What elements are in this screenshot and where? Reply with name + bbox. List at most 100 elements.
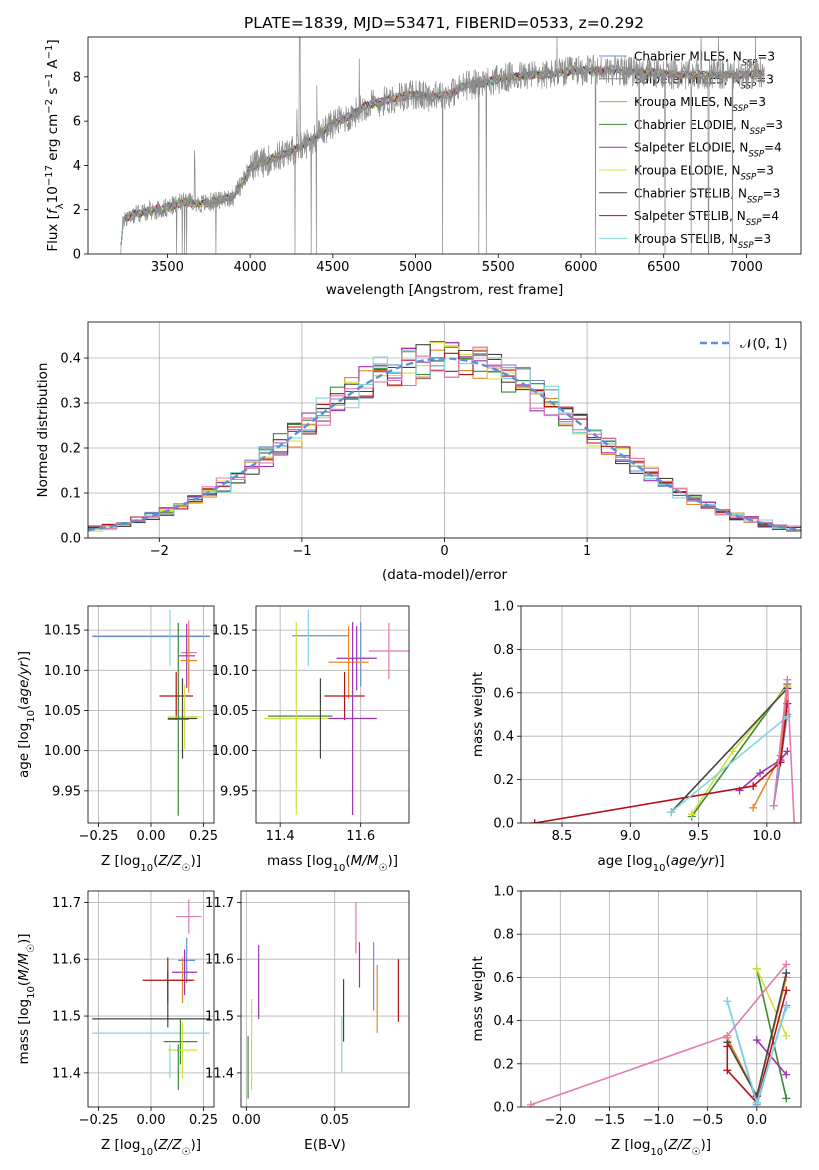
y-tick-label: 0.1 [60,487,81,502]
axis-label-part: M/M [16,953,32,981]
weight-line [670,716,788,813]
legend-label-sub: SSP [741,81,757,91]
x-tick-label: −0.25 [79,829,119,844]
x-tick-label: −1 [292,544,311,559]
y-tick-label: 11.6 [52,953,81,968]
legend-label-sub: SSP [746,218,762,228]
y-tick-label: 11.7 [205,896,234,911]
legend-label-sub: SSP [733,104,749,114]
y-tick-label: 0.4 [493,730,514,745]
legend-label: Salpeter STELIB, NSSP=4 [634,209,779,228]
axis-label-part: )] [16,651,32,662]
y-tick-label: 0.0 [60,532,81,547]
axis-label-part: age/yr [16,660,32,705]
axis-label-part: ( [153,853,158,869]
y-tick-label: 10.15 [212,624,249,639]
axis-label-part: Flux [ [45,214,61,252]
legend-label-text: Chabrier MILES, N [634,50,742,64]
x-tick-label: 11.4 [266,829,295,844]
axis-label-part: ( [663,1137,668,1153]
panel-weight-vs-age: 8.5 9.0 9.5 10.0 0.0 0.2 0.4 0.6 0.8 1.0 [493,600,802,844]
histogram-step [88,346,801,530]
legend-label-text: Kroupa STELIB, N [634,232,738,246]
y-tick-label: 0.6 [493,686,514,701]
weight-marker [723,997,732,1006]
x-tick-label: −1.0 [643,1113,675,1128]
x-tick-label: 0 [440,544,448,559]
weight-line [534,703,789,823]
legend-label: Kroupa ELODIE, NSSP=3 [634,164,774,183]
x-tick-label: 10.0 [752,829,781,844]
axis-label: mass weight [470,956,486,1041]
axis-label-part: A [45,59,61,73]
x-tick-label: 6000 [564,260,597,275]
weight-marker [723,1042,732,1051]
axis-label: mass [log10(M/M☉)] [16,933,37,1064]
x-tick-label: −2.0 [545,1113,577,1128]
normal-reference-curve [88,357,801,532]
legend-label-count: =4 [761,209,779,223]
weight-marker [783,712,792,721]
panel-age-vs-Z: −0.25 0.00 0.25 9.95 10.00 10.05 10.10 10.15 [44,605,218,844]
x-tick-label: 11.6 [346,829,375,844]
axis-label-part: age/yr [671,853,716,869]
axis-label-part: M/M [351,853,379,869]
weight-marker [769,801,778,810]
axis-label: E(B-V) [304,1137,346,1153]
x-tick-label: 6500 [647,260,680,275]
x-tick-label: 5000 [399,260,432,275]
weight-marker [752,1036,761,1045]
panel-spectrum: 3500 4000 4500 5000 5500 6000 6500 7000 0 2 4 6 8 [73,36,802,275]
axes-frame [87,321,802,539]
axis-label: mass [log10(M/M☉)] [267,853,398,874]
y-tick-label: 11.6 [205,953,234,968]
axis-label: mass weight [470,672,486,757]
axis-label-part: 10 [140,1147,153,1158]
legend-label-sub: SSP [738,241,754,251]
legend-label-count: =3 [754,232,772,246]
legend-label-text: Chabrier STELIB, N [634,186,747,200]
x-tick-label: 9.0 [620,829,641,844]
axis-label-part: λ [55,203,66,209]
y-tick-label: 0.2 [493,1057,514,1072]
axes-frame [255,605,410,824]
x-tick-label: 4500 [316,260,349,275]
panel-weight-vs-Z: −2.0 −1.5 −1.0 −0.5 0.0 0.0 0.2 0.4 0.6 0.8 1.0 [493,885,802,1128]
axis-label-part: 10 [653,863,666,874]
y-tick-label: 11.5 [52,1010,81,1025]
x-tick-label: 0.00 [137,829,166,844]
panel-mass-vs-ebv: 0.00 0.05 11.4 11.5 11.6 11.7 [205,890,410,1128]
y-tick-label: 0.3 [60,397,81,412]
y-tick-label: 10.05 [212,704,249,719]
legend-label: Kroupa STELIB, NSSP=3 [634,232,771,251]
weight-marker [667,808,676,817]
y-tick-label: 10.05 [44,704,81,719]
weight-marker [783,675,792,684]
plot-area-mass-vs-ebv [241,891,409,1107]
axis-label: age [log10(age/yr)] [597,853,724,874]
x-tick-label: 1 [583,544,591,559]
plot-area-spectrum [120,37,765,254]
legend-label-count: =3 [756,164,774,178]
weight-marker [782,960,791,969]
y-tick-label: 6 [73,115,81,130]
legend-label-count: =3 [763,186,781,200]
plot-area-mass-vs-Z [88,891,214,1107]
legend-label: Chabrier STELIB, NSSP=3 [634,186,780,205]
y-tick-label: 0.8 [493,643,514,658]
histogram-step [88,341,801,532]
weight-marker [782,1003,791,1012]
y-tick-label: 8 [73,70,81,85]
axis-label-part: mass weight [470,672,486,757]
plot-area-weight-vs-Z [521,891,801,1107]
x-tick-label: 2 [726,544,734,559]
weight-marker [782,969,791,978]
axis-label-part: )] [714,853,725,869]
axis-label-part: wavelength [Angstrom, rest frame] [326,282,564,298]
axis-label-part: −1 [44,45,55,60]
axis-label-part: Z/Z [667,1137,692,1153]
plot-area-age-vs-mass [256,606,409,823]
legend-label-text: Kroupa ELODIE, N [634,164,741,178]
axis-label-part: Z [log [101,853,140,869]
